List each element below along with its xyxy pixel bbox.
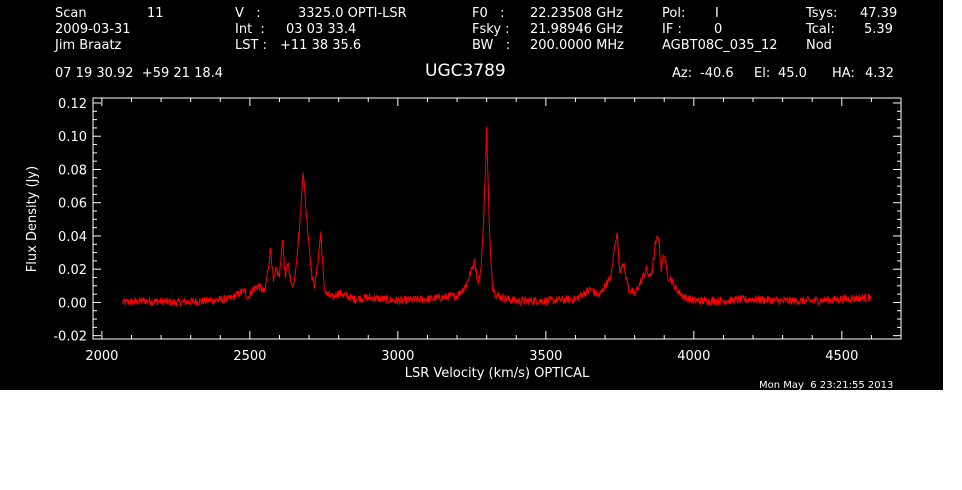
pol-label: Pol: — [662, 6, 686, 21]
spectrum-chart: 2000 2500 3000 3500 4000 4500 -0.02 0.00 0.02 0.… — [25, 97, 902, 381]
lst-value: +11 38 35.6 — [280, 38, 362, 53]
plot-panel: Scan 11 V : 3325.0 OPTI-LSR F0 : 22.2350… — [0, 0, 943, 391]
obs-date: 2009-03-31 — [55, 22, 131, 37]
y-tick-label: 0.08 — [58, 163, 87, 178]
int-value: 03 03 33.4 — [286, 22, 357, 37]
fsky-label: Fsky : — [472, 22, 510, 37]
scan-value: 11 — [147, 6, 164, 21]
bw-value: 200.0000 MHz — [530, 38, 624, 53]
tcal-label: Tcal: — [806, 22, 835, 37]
y-tick-label: 0.10 — [58, 130, 87, 145]
el-value: 45.0 — [778, 66, 807, 81]
v-label: V : — [235, 6, 261, 21]
y-axis: -0.02 0.00 0.02 0.04 0.06 0.08 0.10 0.12 — [53, 97, 901, 345]
project-id: AGBT08C_035_12 — [662, 38, 778, 53]
observer-name: Jim Braatz — [55, 38, 122, 53]
v-value: 3325.0 OPTI-LSR — [298, 6, 407, 21]
el-label: El: — [754, 66, 771, 81]
x-tick-label: 2000 — [85, 349, 118, 364]
x-tick-label: 4000 — [677, 349, 710, 364]
f0-label: F0 : — [472, 6, 505, 21]
f0-value: 22.23508 GHz — [530, 6, 623, 21]
ha-value: 4.32 — [865, 66, 894, 81]
x-axis-label: LSR Velocity (km/s) OPTICAL — [405, 366, 590, 381]
spectrum-trace — [122, 126, 872, 307]
if-value: 0 — [714, 22, 723, 37]
x-tick-label: 3500 — [529, 349, 562, 364]
lst-label: LST : — [235, 38, 267, 53]
bw-label: BW : — [472, 38, 511, 53]
if-label: IF : — [662, 22, 682, 37]
az-value: -40.6 — [700, 66, 734, 81]
pol-value: I — [715, 6, 719, 21]
scan-label: Scan — [55, 6, 87, 21]
source-name: UGC3789 — [425, 61, 506, 81]
y-tick-label: 0.06 — [58, 197, 87, 212]
fsky-value: 21.98946 GHz — [530, 22, 623, 37]
y-tick-label: 0.00 — [58, 296, 87, 311]
y-tick-label: 0.04 — [58, 230, 87, 245]
source-coords: 07 19 30.92 +59 21 18.4 — [55, 66, 224, 81]
x-tick-label: 2500 — [233, 349, 266, 364]
az-label: Az: — [672, 66, 693, 81]
y-tick-label: 0.02 — [58, 263, 87, 278]
x-tick-label: 4500 — [825, 349, 858, 364]
int-label: Int : — [235, 22, 265, 37]
x-tick-label: 3000 — [381, 349, 414, 364]
tsys-value: 47.39 — [860, 6, 898, 21]
plot-timestamp: Mon May 6 23:21:55 2013 — [759, 380, 894, 391]
y-tick-label: -0.02 — [53, 330, 87, 345]
tcal-value: 5.39 — [864, 22, 893, 37]
x-axis: 2000 2500 3000 3500 4000 4500 — [85, 98, 902, 364]
ha-label: HA: — [832, 66, 855, 81]
obs-mode: Nod — [806, 38, 832, 53]
y-axis-label: Flux Density (Jy) — [25, 166, 40, 272]
y-tick-label: 0.12 — [58, 97, 87, 112]
plot-frame — [92, 97, 902, 340]
tsys-label: Tsys: — [806, 6, 838, 21]
